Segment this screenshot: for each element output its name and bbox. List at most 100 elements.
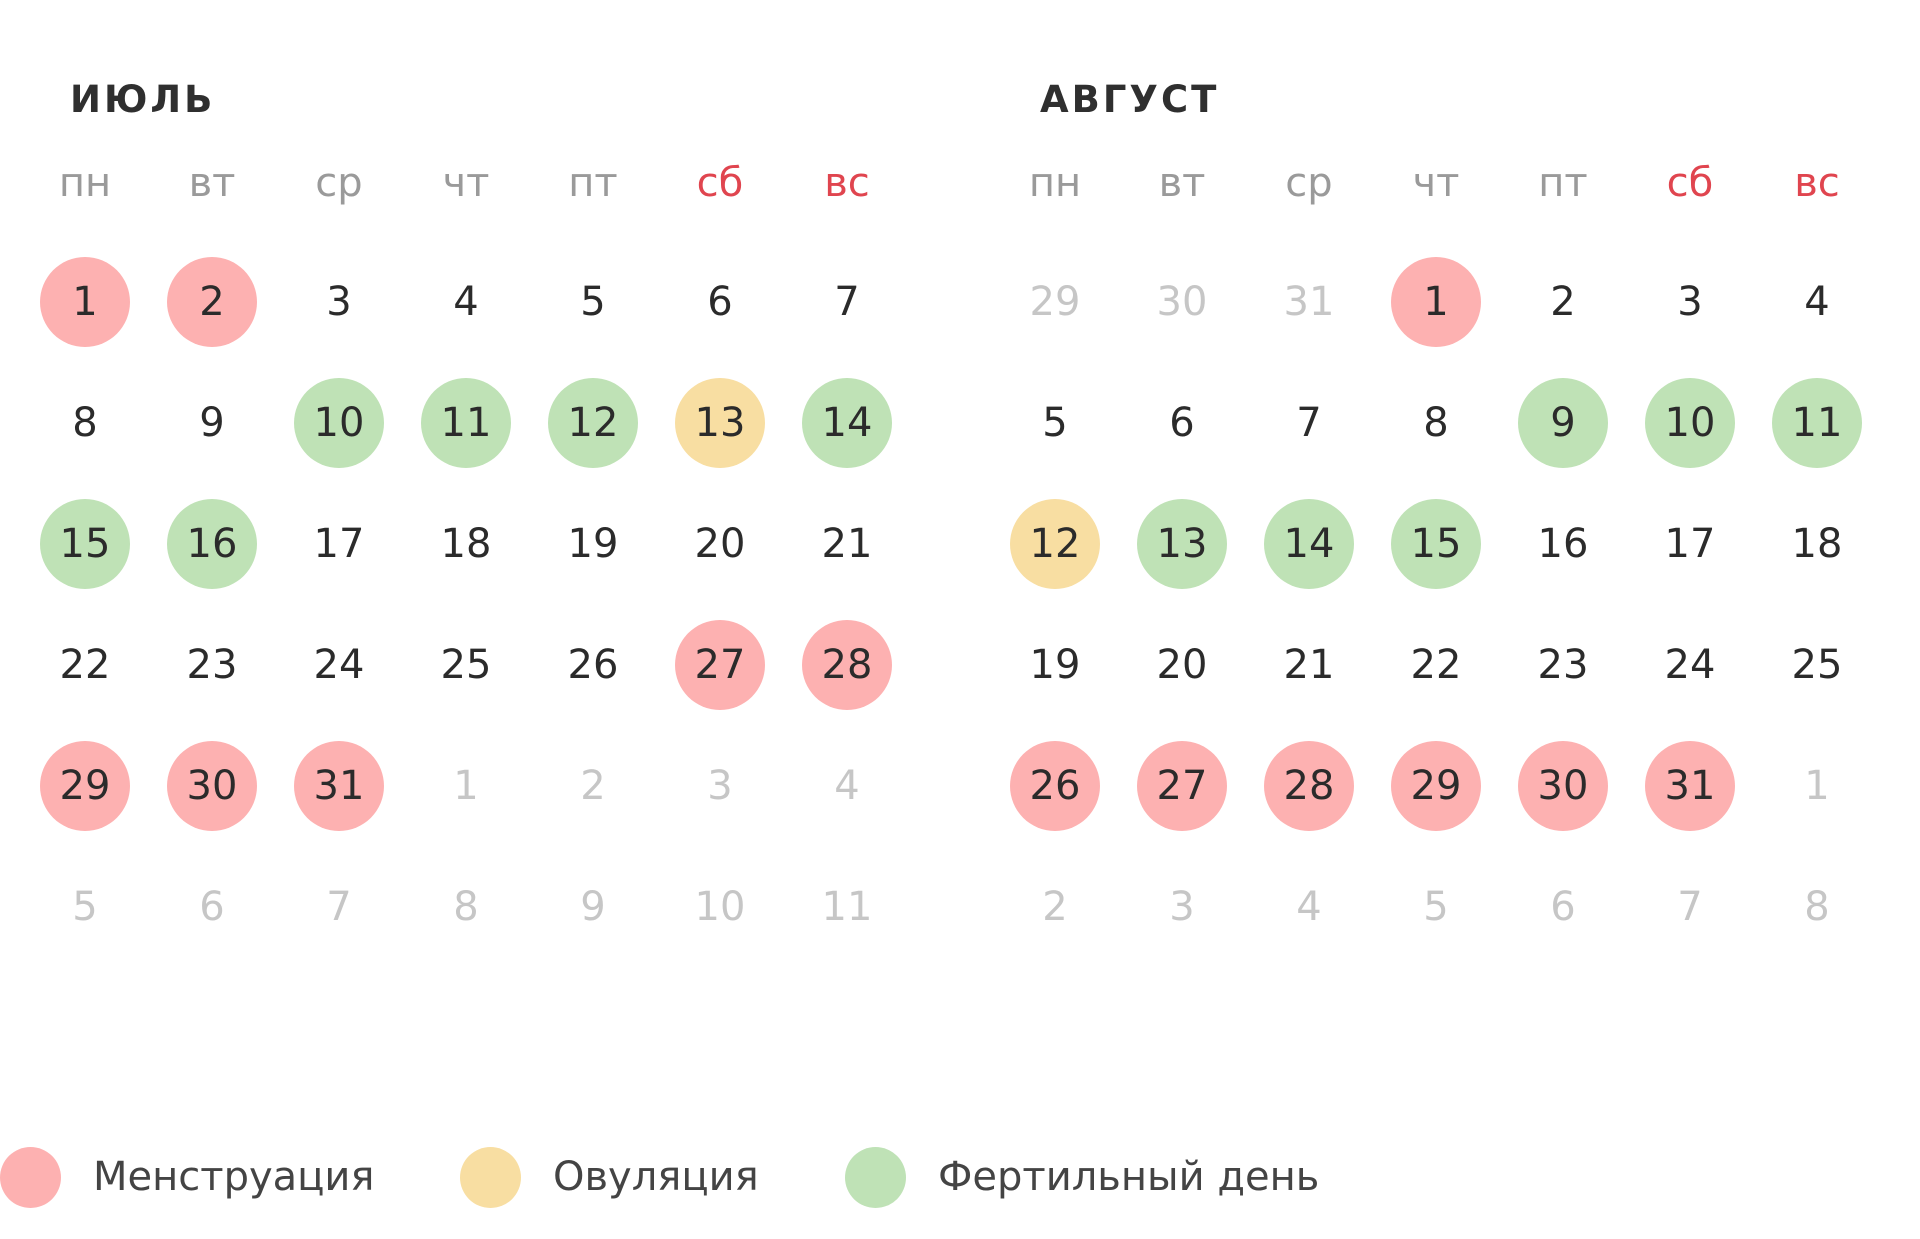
day-cell[interactable]: 11 bbox=[421, 378, 511, 468]
day-cell[interactable]: 10 bbox=[294, 378, 384, 468]
day-cell[interactable]: 18 bbox=[440, 521, 492, 567]
day-cell-adjacent-month[interactable]: 2 bbox=[580, 763, 606, 809]
day-cell-adjacent-month[interactable]: 6 bbox=[1550, 884, 1576, 930]
day-cell[interactable]: 25 bbox=[440, 642, 492, 688]
day-cell[interactable]: 18 bbox=[1791, 521, 1843, 567]
day-cell[interactable]: 4 bbox=[453, 279, 479, 325]
day-cell-adjacent-month[interactable]: 10 bbox=[694, 884, 746, 930]
day-cell[interactable]: 29 bbox=[40, 741, 130, 831]
weekday-label: сб bbox=[1666, 160, 1714, 206]
day-cell[interactable]: 2 bbox=[167, 257, 257, 347]
day-cell-adjacent-month[interactable]: 4 bbox=[1296, 884, 1322, 930]
day-cell[interactable]: 22 bbox=[59, 642, 111, 688]
day-cell-adjacent-month[interactable]: 5 bbox=[72, 884, 98, 930]
day-cell-adjacent-month[interactable]: 5 bbox=[1423, 884, 1449, 930]
day-cell[interactable]: 16 bbox=[167, 499, 257, 589]
day-cell[interactable]: 17 bbox=[313, 521, 365, 567]
day-cell-adjacent-month[interactable]: 2 bbox=[1042, 884, 1068, 930]
day-cell[interactable]: 27 bbox=[675, 620, 765, 710]
day-cell-adjacent-month[interactable]: 31 bbox=[1283, 279, 1335, 325]
day-cell[interactable]: 31 bbox=[1645, 741, 1735, 831]
day-cell[interactable]: 13 bbox=[675, 378, 765, 468]
day-cell[interactable]: 23 bbox=[186, 642, 238, 688]
weekday-label: ср bbox=[1285, 160, 1333, 206]
day-cell[interactable]: 28 bbox=[802, 620, 892, 710]
day-cell[interactable]: 16 bbox=[1537, 521, 1589, 567]
day-cell[interactable]: 20 bbox=[1156, 642, 1208, 688]
day-cell[interactable]: 3 bbox=[1677, 279, 1703, 325]
day-cell[interactable]: 21 bbox=[821, 521, 873, 567]
day-cell[interactable]: 15 bbox=[40, 499, 130, 589]
day-cell[interactable]: 1 bbox=[1391, 257, 1481, 347]
day-cell[interactable]: 19 bbox=[567, 521, 619, 567]
day-cell-adjacent-month[interactable]: 8 bbox=[1804, 884, 1830, 930]
day-cell[interactable]: 23 bbox=[1537, 642, 1589, 688]
legend-item-fertile: Фертильный день bbox=[845, 1146, 1319, 1208]
weekday-label: вс bbox=[824, 160, 870, 206]
day-cell[interactable]: 24 bbox=[313, 642, 365, 688]
day-cell[interactable]: 6 bbox=[1169, 400, 1195, 446]
day-cell-adjacent-month[interactable]: 3 bbox=[707, 763, 733, 809]
day-cell[interactable]: 3 bbox=[326, 279, 352, 325]
day-cell[interactable]: 5 bbox=[1042, 400, 1068, 446]
day-cell[interactable]: 21 bbox=[1283, 642, 1335, 688]
legend-label: Менструация bbox=[93, 1154, 375, 1200]
day-cell[interactable]: 9 bbox=[1518, 378, 1608, 468]
day-cell[interactable]: 6 bbox=[707, 279, 733, 325]
day-cell-adjacent-month[interactable]: 4 bbox=[834, 763, 860, 809]
day-cell[interactable]: 30 bbox=[1518, 741, 1608, 831]
day-cell[interactable]: 11 bbox=[1772, 378, 1862, 468]
day-cell[interactable]: 9 bbox=[199, 400, 225, 446]
weekday-label: пн bbox=[58, 160, 112, 206]
day-cell[interactable]: 12 bbox=[548, 378, 638, 468]
day-cell-adjacent-month[interactable]: 7 bbox=[1677, 884, 1703, 930]
day-cell[interactable]: 10 bbox=[1645, 378, 1735, 468]
day-cell-adjacent-month[interactable]: 8 bbox=[453, 884, 479, 930]
day-cell[interactable]: 7 bbox=[834, 279, 860, 325]
day-cell[interactable]: 31 bbox=[294, 741, 384, 831]
day-cell[interactable]: 24 bbox=[1664, 642, 1716, 688]
day-cell[interactable]: 17 bbox=[1664, 521, 1716, 567]
day-cell[interactable]: 28 bbox=[1264, 741, 1354, 831]
legend-item-ovulation: Овуляция bbox=[460, 1146, 759, 1208]
day-cell[interactable]: 7 bbox=[1296, 400, 1322, 446]
day-cell-adjacent-month[interactable]: 29 bbox=[1029, 279, 1081, 325]
weekday-label: сб bbox=[696, 160, 744, 206]
day-cell[interactable]: 4 bbox=[1804, 279, 1830, 325]
weekday-label: вс bbox=[1794, 160, 1840, 206]
legend-color-dot bbox=[845, 1146, 906, 1208]
day-cell[interactable]: 14 bbox=[1264, 499, 1354, 589]
day-cell[interactable]: 25 bbox=[1791, 642, 1843, 688]
legend-color-dot bbox=[460, 1146, 521, 1208]
day-cell-adjacent-month[interactable]: 11 bbox=[821, 884, 873, 930]
day-cell-adjacent-month[interactable]: 3 bbox=[1169, 884, 1195, 930]
day-cell-adjacent-month[interactable]: 1 bbox=[1804, 763, 1830, 809]
day-cell[interactable]: 26 bbox=[1010, 741, 1100, 831]
day-cell[interactable]: 12 bbox=[1010, 499, 1100, 589]
day-cell-adjacent-month[interactable]: 1 bbox=[453, 763, 479, 809]
day-cell[interactable]: 30 bbox=[167, 741, 257, 831]
day-cell[interactable]: 2 bbox=[1550, 279, 1576, 325]
weekday-label: чт bbox=[442, 160, 490, 206]
day-cell[interactable]: 1 bbox=[40, 257, 130, 347]
day-cell-adjacent-month[interactable]: 30 bbox=[1156, 279, 1208, 325]
weekday-label: ср bbox=[315, 160, 363, 206]
day-cell[interactable]: 13 bbox=[1137, 499, 1227, 589]
legend-label: Овуляция bbox=[553, 1154, 759, 1200]
day-cell[interactable]: 27 bbox=[1137, 741, 1227, 831]
day-cell[interactable]: 26 bbox=[567, 642, 619, 688]
weekday-label: пт bbox=[568, 160, 618, 206]
day-cell[interactable]: 29 bbox=[1391, 741, 1481, 831]
day-cell[interactable]: 5 bbox=[580, 279, 606, 325]
day-cell[interactable]: 8 bbox=[1423, 400, 1449, 446]
day-cell[interactable]: 20 bbox=[694, 521, 746, 567]
legend-item-menstruation: Менструация bbox=[0, 1146, 374, 1208]
day-cell[interactable]: 14 bbox=[802, 378, 892, 468]
day-cell[interactable]: 22 bbox=[1410, 642, 1462, 688]
day-cell-adjacent-month[interactable]: 6 bbox=[199, 884, 225, 930]
day-cell[interactable]: 15 bbox=[1391, 499, 1481, 589]
day-cell-adjacent-month[interactable]: 9 bbox=[580, 884, 606, 930]
day-cell[interactable]: 8 bbox=[72, 400, 98, 446]
day-cell-adjacent-month[interactable]: 7 bbox=[326, 884, 352, 930]
day-cell[interactable]: 19 bbox=[1029, 642, 1081, 688]
